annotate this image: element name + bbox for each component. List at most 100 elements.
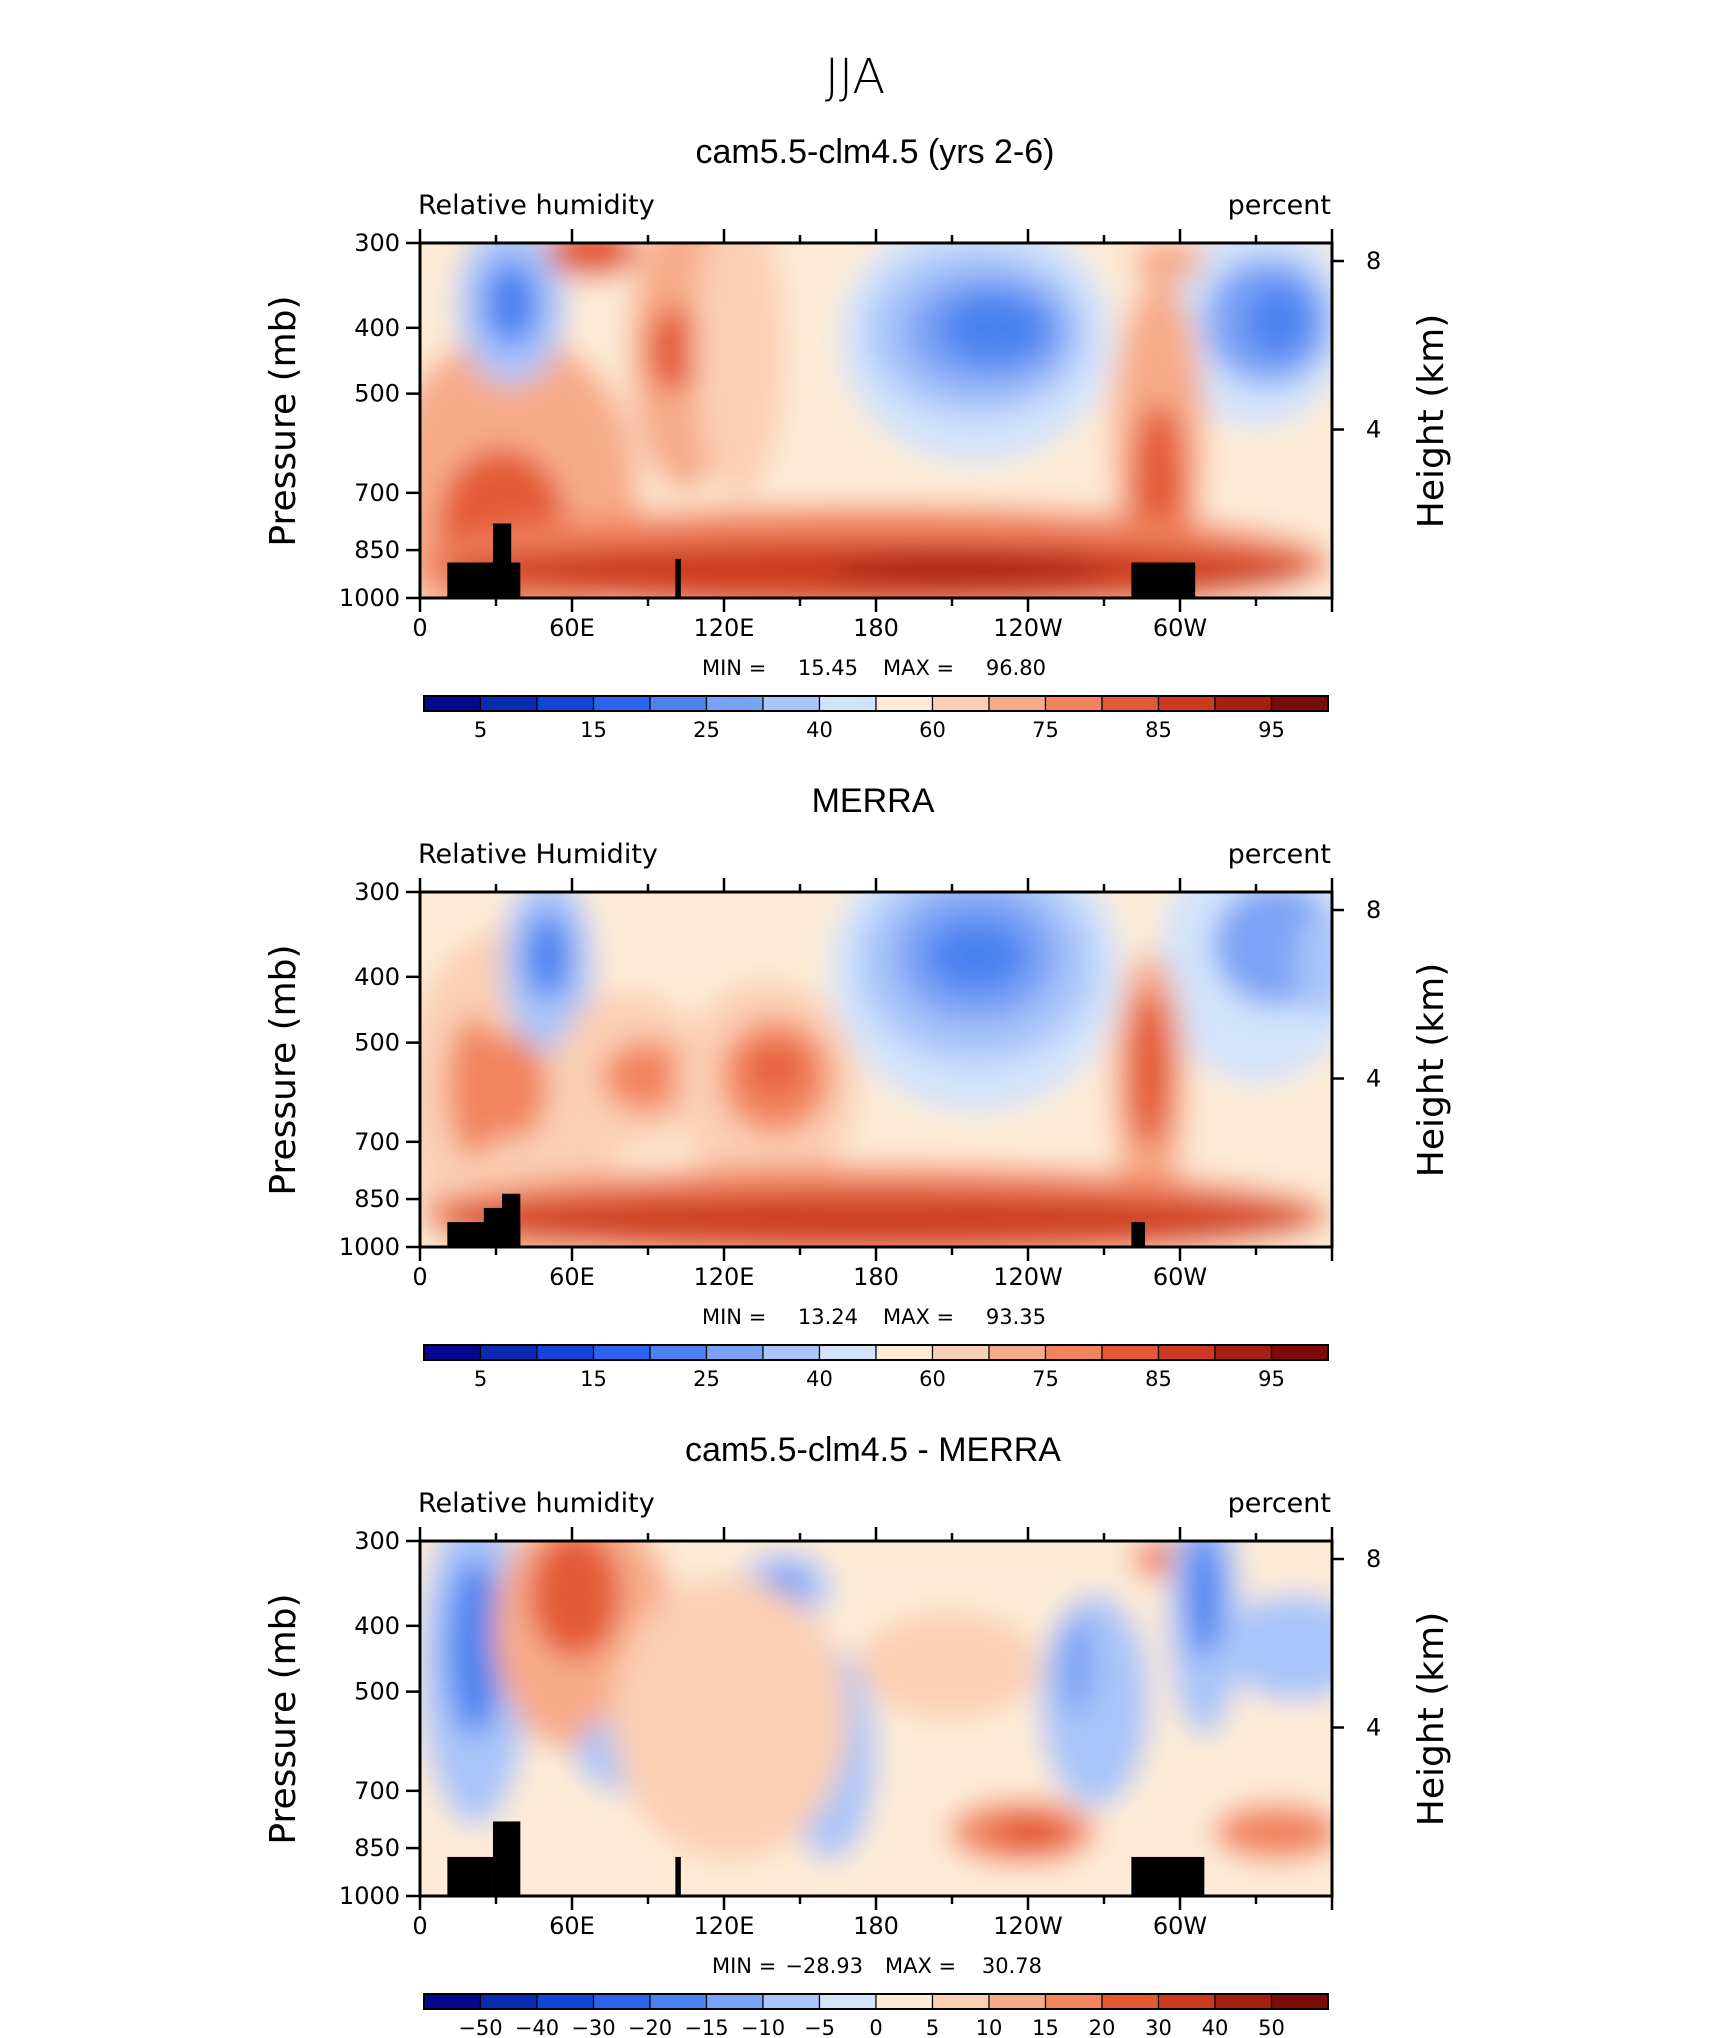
contour-region xyxy=(1131,243,1205,283)
colorbar-label: 5 xyxy=(926,2016,939,2038)
colorbar-swatch xyxy=(931,1993,990,2010)
y2-tick-label: 4 xyxy=(1366,1065,1381,1093)
colorbar-swatch xyxy=(705,1344,764,1361)
max-label: MAX = xyxy=(885,1954,956,1978)
colorbar-swatch xyxy=(1101,695,1160,712)
contour-region xyxy=(994,1814,1068,1850)
colorbar-swatch xyxy=(1214,1344,1273,1361)
y2-axis-label: Height (km) xyxy=(1411,1612,1452,1826)
colorbar-swatch xyxy=(423,695,482,712)
min-label: MIN = xyxy=(702,1305,766,1329)
contour-region xyxy=(1186,1541,1223,1659)
units-label: percent xyxy=(1228,839,1331,870)
colorbar-swatch xyxy=(705,695,764,712)
colorbar-label: 95 xyxy=(1258,718,1285,742)
x-tick-label: 0 xyxy=(412,614,427,642)
y2-axis-label: Height (km) xyxy=(1411,314,1452,528)
terrain-block xyxy=(1131,562,1196,598)
colorbar-swatch xyxy=(592,695,651,712)
colorbar-label: 5 xyxy=(474,1367,487,1391)
y-tick-label: 500 xyxy=(354,1678,400,1706)
panel-title: MERRA xyxy=(812,782,935,820)
y-tick-label: 700 xyxy=(354,479,400,507)
y-tick-label: 850 xyxy=(354,536,400,564)
colorbar-label: 40 xyxy=(1202,2016,1229,2038)
colorbar-label: −50 xyxy=(458,2016,502,2038)
colorbar-label: 25 xyxy=(693,718,720,742)
colorbar-label: −40 xyxy=(515,2016,559,2038)
terrain-block xyxy=(492,523,512,598)
contour-region xyxy=(602,1041,694,1113)
y-tick-label: 400 xyxy=(354,963,400,991)
contour-region xyxy=(926,920,1027,992)
colorbar-swatch xyxy=(536,1993,595,2010)
colorbar-label: 15 xyxy=(580,718,607,742)
max-value: 93.35 xyxy=(986,1305,1046,1329)
colorbar-swatch xyxy=(479,695,538,712)
units-label: percent xyxy=(1228,1488,1331,1519)
y-tick-label: 850 xyxy=(354,1834,400,1862)
units-label: percent xyxy=(1228,190,1331,221)
terrain-block xyxy=(1131,1856,1205,1896)
x-tick-label: 180 xyxy=(853,1912,899,1940)
colorbar-swatch xyxy=(1270,695,1329,712)
y2-tick-label: 4 xyxy=(1366,416,1381,444)
colorbar-swatch xyxy=(762,1993,821,2010)
y2-ticks: 84 xyxy=(1332,247,1381,444)
colorbar-swatch xyxy=(988,1993,1047,2010)
y2-axis-label: Height (km) xyxy=(1411,963,1452,1177)
contour-region xyxy=(693,243,785,499)
colorbar-swatch xyxy=(423,1344,482,1361)
x-tick-label: 180 xyxy=(853,1263,899,1291)
colorbar-label: 40 xyxy=(806,1367,833,1391)
y2-tick-label: 8 xyxy=(1366,247,1381,275)
y-tick-label: 700 xyxy=(354,1128,400,1156)
y-tick-label: 300 xyxy=(354,229,400,257)
x-ticks: 0 60E 120E 180 120W 60W xyxy=(412,1527,1334,1940)
y-tick-label: 500 xyxy=(354,380,400,408)
terrain-block xyxy=(502,1193,521,1247)
colorbar-swatch xyxy=(1101,1993,1160,2010)
colorbar-label: 0 xyxy=(869,2016,882,2038)
colorbar-swatch xyxy=(1044,1344,1103,1361)
x-tick-label: 120E xyxy=(694,614,755,642)
x-tick-label: 120E xyxy=(694,1263,755,1291)
colorbar-swatch xyxy=(931,1344,990,1361)
panel-difference: cam5.5-clm4.5 - MERRA Relative humidity … xyxy=(263,1431,1452,2038)
colorbar-swatch xyxy=(931,695,990,712)
x-tick-label: 60E xyxy=(549,614,595,642)
panel-title: cam5.5-clm4.5 - MERRA xyxy=(685,1431,1061,1469)
colorbar-swatch xyxy=(1101,1344,1160,1361)
colorbar-swatch xyxy=(1157,1993,1216,2010)
y-tick-label: 850 xyxy=(354,1185,400,1213)
panel-model: cam5.5-clm4.5 (yrs 2-6) Relative humidit… xyxy=(263,133,1452,742)
colorbar-swatch xyxy=(592,1344,651,1361)
colorbar-swatch xyxy=(875,695,934,712)
colorbar-label: 30 xyxy=(1145,2016,1172,2038)
variable-label: Relative Humidity xyxy=(418,839,658,870)
colorbar-swatch xyxy=(762,1344,821,1361)
colorbar-swatch xyxy=(1157,695,1216,712)
colorbar-label: 15 xyxy=(580,1367,607,1391)
y-tick-label: 300 xyxy=(354,1527,400,1555)
colorbar-swatch xyxy=(762,695,821,712)
y-tick-label: 1000 xyxy=(339,1233,400,1261)
y-tick-label: 1000 xyxy=(339,1882,400,1910)
colorbar-swatch xyxy=(1214,1993,1273,2010)
terrain-mask xyxy=(447,523,1196,598)
colorbar-swatch xyxy=(1044,695,1103,712)
y-axis-label: Pressure (mb) xyxy=(263,1593,304,1844)
x-ticks: 0 60E 120E 180 120W 60W xyxy=(412,229,1334,642)
contour-region xyxy=(438,1193,1314,1244)
colorbar-label: 60 xyxy=(919,718,946,742)
figure-title: JJA xyxy=(825,49,885,105)
colorbar-label: 75 xyxy=(1032,1367,1059,1391)
contour-region xyxy=(648,306,703,393)
colorbar-label: 95 xyxy=(1258,1367,1285,1391)
variable-label: Relative humidity xyxy=(418,1488,655,1519)
colorbar-swatch xyxy=(1214,695,1273,712)
max-label: MAX = xyxy=(883,1305,954,1329)
terrain-block xyxy=(675,558,681,598)
y-tick-label: 1000 xyxy=(339,584,400,612)
